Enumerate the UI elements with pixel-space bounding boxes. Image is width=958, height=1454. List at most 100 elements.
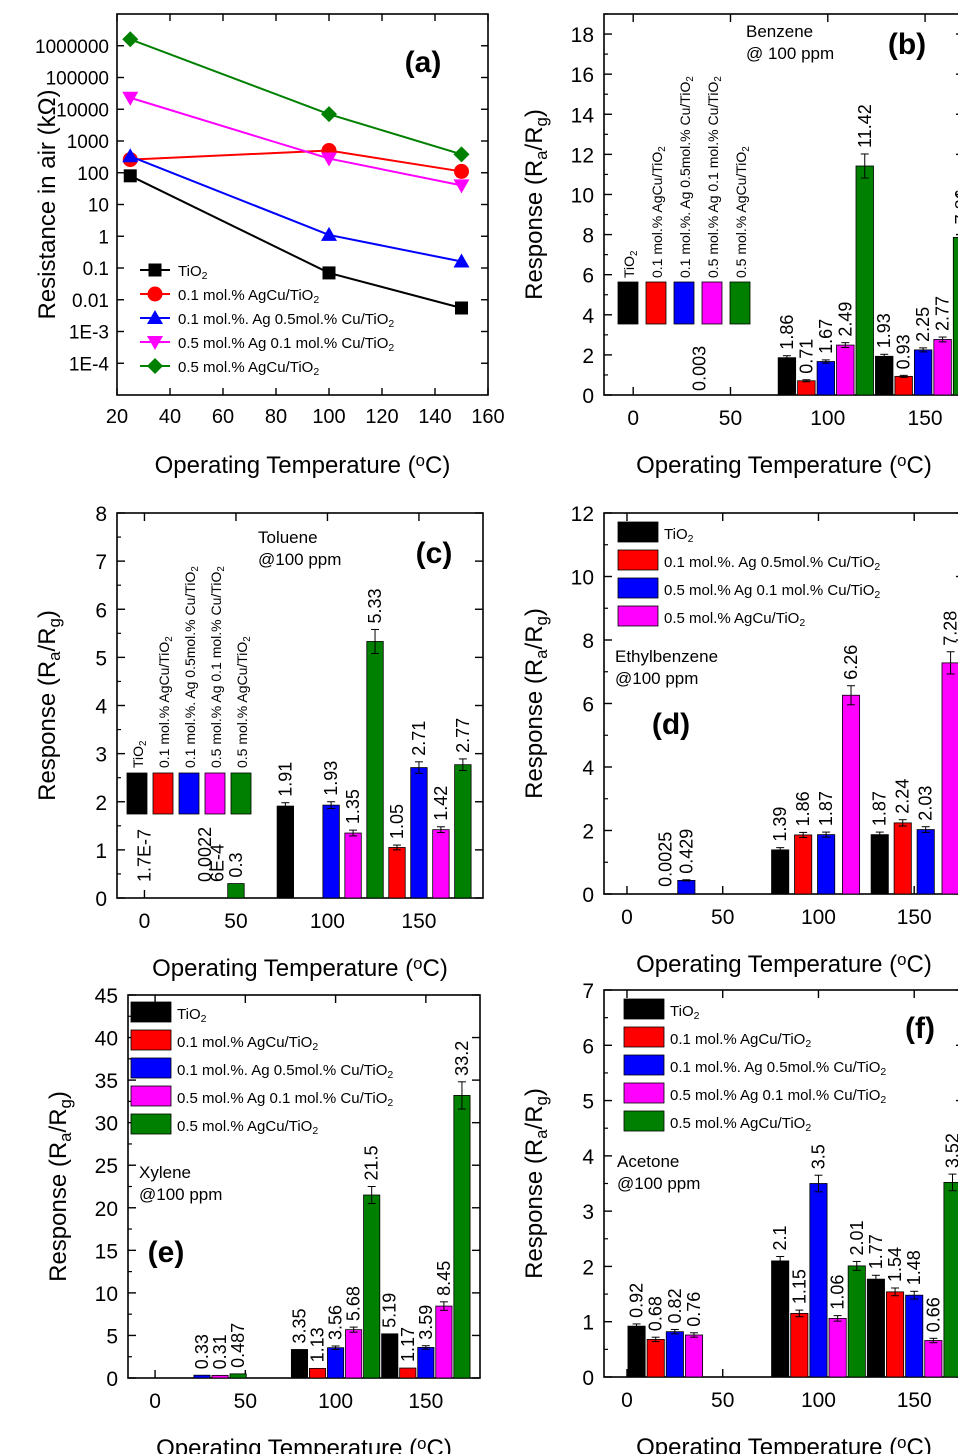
x-tick-label: 150 [408,1390,443,1413]
data-point [321,106,337,123]
legend-marker [147,310,163,324]
y-tick-label: 4 [582,305,594,328]
bar-value-label: 1.91 [275,762,295,797]
text-span: 0.5 mol.% AgCu/TiO [234,642,250,768]
bar [817,834,836,895]
text-span: /R [521,126,548,150]
x-tick-label: 150 [908,407,943,430]
text-span: g [532,117,551,126]
bar [327,1347,345,1379]
bar [943,1181,958,1378]
data-point [453,253,470,268]
text-span: TiO [130,746,146,768]
text-span: 0.5 mol.% AgCu/TiO [670,1115,805,1132]
y-tick-label: 4 [582,1146,594,1169]
y-tick-label: 18 [571,24,594,47]
y-tick-label: 45 [95,985,118,1008]
bar [227,883,245,899]
text-span: Operating Temperature ( [636,951,897,978]
legend-swatch [673,281,695,325]
legend-swatch [617,281,639,325]
bar-value-label: 1.67 [816,319,836,354]
y-tick-label: 4 [582,757,594,780]
bar-value-label: 2.01 [847,1220,867,1255]
chart-panel-a: Operating Temperature (oC) Resistance in … [34,13,505,479]
y-tick-label: 3 [95,744,107,767]
bar-value-label: 1.48 [904,1250,924,1285]
legend-marker [147,286,163,302]
panel-label: (b) [888,28,926,61]
y-tick-label: 20 [95,1198,118,1221]
y-tick-label: 1 [95,840,107,863]
x-axis-label: Operating Temperature (oC) [636,950,932,978]
legend-swatch [130,1029,172,1051]
bar [828,1317,847,1378]
gas-concentration-label: @100 ppm [258,550,341,569]
bar-value-label: 3.59 [416,1305,436,1340]
x-tick-label: 100 [312,406,345,428]
legend-swatch [617,521,659,543]
text-span: 2 [874,589,880,601]
x-tick-label: 0 [627,407,639,430]
y-tick-label: 1E-4 [69,354,110,375]
bar [665,1331,684,1378]
legend-swatch [617,549,659,571]
legend-label: 0.5 mol.% Ag 0.1 mol.% Cu/TiO2 [178,335,394,354]
bar-value-label: 11.42 [855,104,875,148]
bar-value-label: 1.05 [387,804,407,839]
bar-value-label: 5.33 [365,588,385,623]
y-tick-label: 10 [88,196,109,217]
bar-value-label: 2.24 [893,779,913,814]
text-span: TiO [621,256,637,278]
bar-value-label: 3.52 [943,1133,958,1168]
bar-value-label: 0.0025 [655,832,675,887]
y-tick-label: 0 [582,385,594,408]
y-tick-label: 6 [582,1035,594,1058]
y-tick-label: 0 [95,888,107,911]
y-tick-label: 1000000 [35,37,109,58]
bar [381,1333,399,1379]
bar-value-label: 3.35 [289,1308,309,1343]
bar [836,344,855,396]
bar [941,662,958,895]
bar-value-label: 1.13 [308,1327,328,1362]
legend-label: 0.5 mol.% Ag 0.1 mol.% Cu/TiO2 [208,566,227,768]
text-span: a [532,150,551,160]
legend-label: 0.5 mol.% AgCu/TiO2 [664,610,805,629]
bar-value-label: 1.42 [431,786,451,821]
legend-label: 0.5 mol.% AgCu/TiO2 [234,636,253,768]
x-tick-label: 100 [801,1389,836,1412]
bar [454,764,472,899]
bar [432,829,450,899]
x-tick-label: 0 [621,1389,633,1412]
bar [229,1373,247,1379]
bar [399,1367,417,1379]
text-span: a [532,1129,551,1139]
text-span: g [45,618,64,627]
text-span: Operating Temperature ( [636,1434,897,1454]
y-tick-label: 1 [98,227,109,248]
y-axis-label: Response (Ra/Rg) [521,1088,551,1279]
bar-value-label: 1.06 [828,1275,848,1310]
x-tick-label: 140 [418,406,451,428]
data-point [122,31,139,48]
text-span: /R [521,1105,548,1129]
text-span: 0.1 mol.%. Ag 0.5mol.% Cu/TiO [178,311,388,328]
x-axis-label: Operating Temperature (oC) [156,1434,452,1454]
bar-value-label: 1.54 [885,1247,905,1282]
data-point [322,266,336,280]
x-tick-label: 100 [810,407,845,430]
bar-value-label: 1.86 [777,315,797,350]
bar [771,1260,790,1378]
text-span: 0.1 mol.%. Ag 0.5mol.% Cu/TiO [677,82,693,278]
legend-label: 0.1 mol.%. Ag 0.5mol.% Cu/TiO2 [664,554,880,573]
text-span: C) [427,1435,452,1454]
text-span: TiO [178,263,202,280]
text-span: 2 [190,566,201,571]
x-axis-label: Operating Temperature (oC) [152,954,448,982]
text-span: 2 [242,636,253,641]
legend-label: 0.1 mol.% AgCu/TiO2 [670,1031,811,1050]
text-span: Operating Temperature ( [155,452,416,479]
text-span: 2 [312,1041,318,1053]
text-span: g [532,616,551,625]
